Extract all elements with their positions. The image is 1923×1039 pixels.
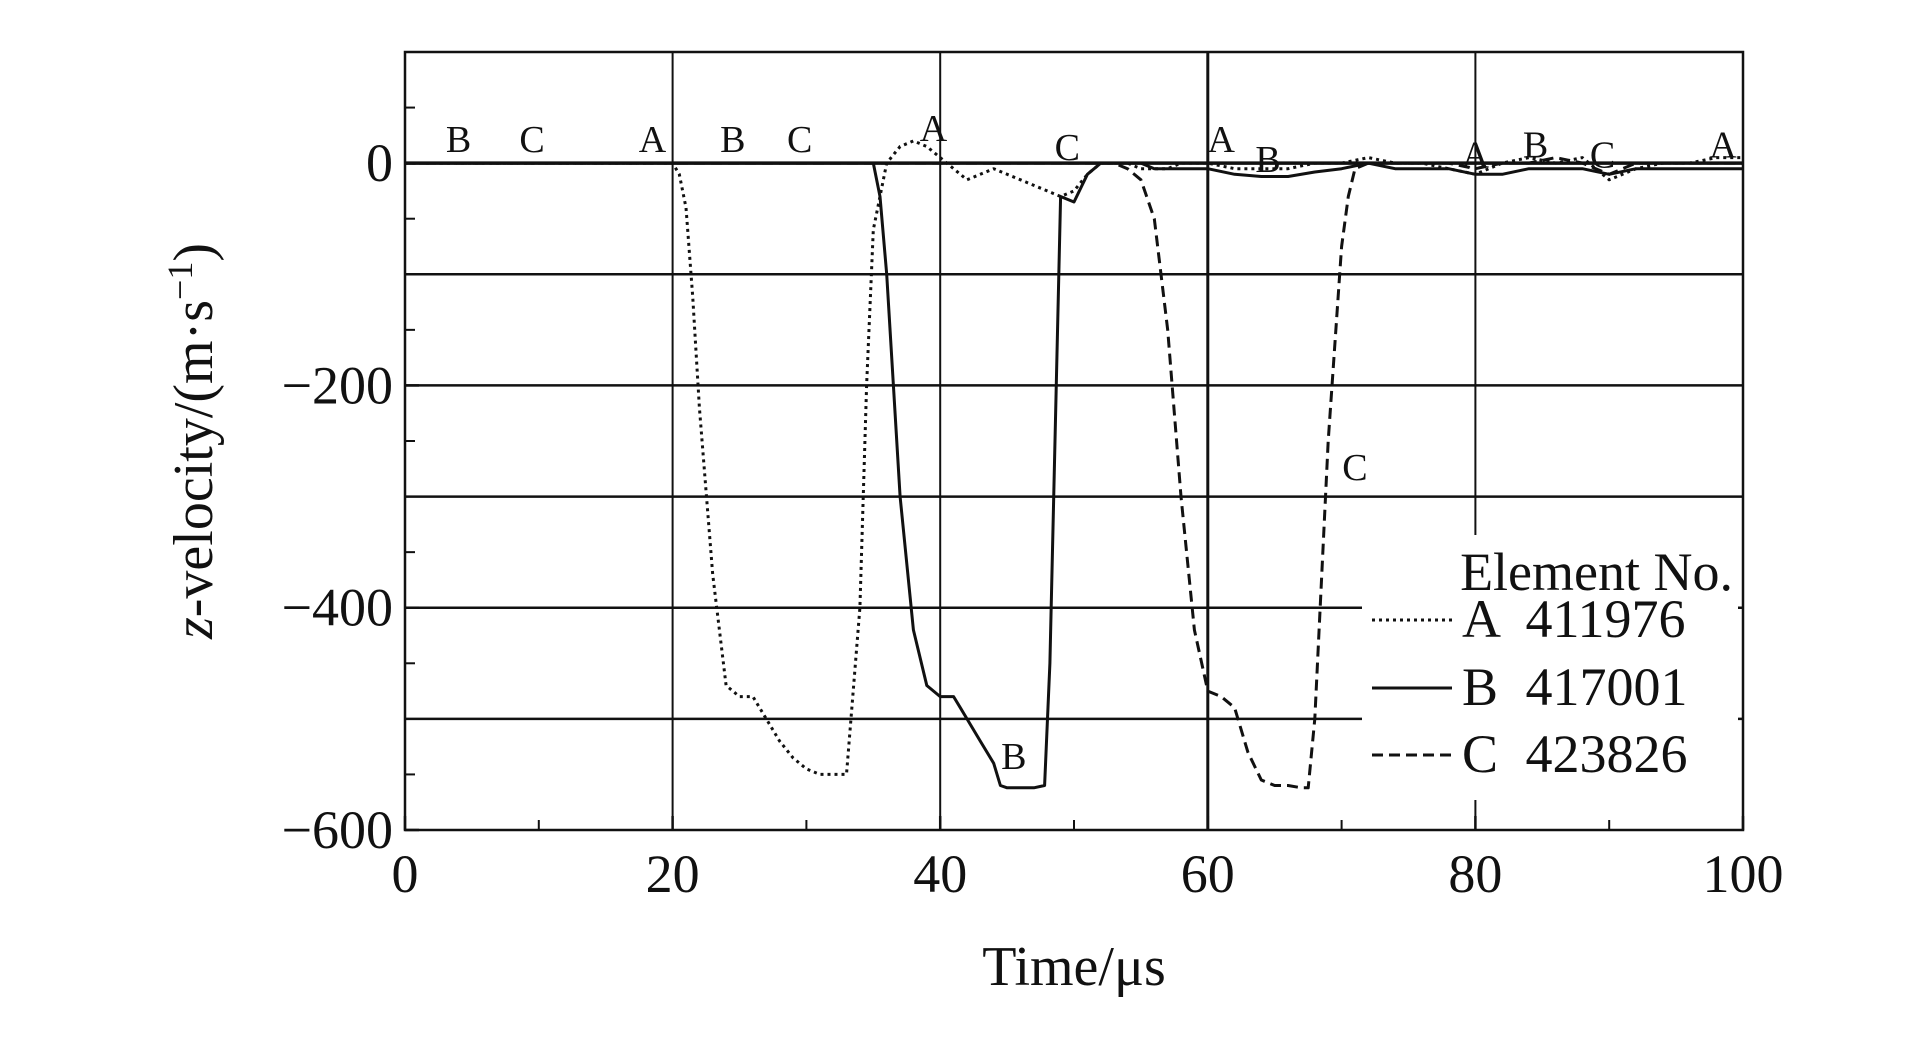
- legend-number-a: 411976: [1526, 589, 1686, 649]
- series-lines: [405, 139, 1743, 790]
- y-axis-close: ): [163, 243, 225, 262]
- curve-label-c: C: [519, 119, 544, 161]
- curve-label-b: B: [446, 119, 471, 161]
- axis-ticks: 0 20 40 60 80 100 0 −200 −400 −600: [282, 106, 1784, 904]
- series-line-b: [405, 161, 1743, 790]
- legend-title: Element No.: [1460, 542, 1733, 602]
- legend: Element No. A 411976 B 417001 C 423826: [1362, 535, 1738, 800]
- legend-entry-b: B 417001: [1372, 657, 1688, 717]
- series-line-c: [405, 156, 1743, 790]
- legend-letter-b: B: [1462, 657, 1498, 717]
- curve-label-c: C: [1342, 447, 1367, 489]
- curve-label-b: B: [1255, 139, 1280, 181]
- x-tick-label: 0: [392, 844, 419, 904]
- x-tick-label: 60: [1181, 844, 1235, 904]
- curve-label-a: A: [1462, 135, 1490, 177]
- y-axis-label: z-velocity/(m·s−1): [160, 243, 225, 640]
- legend-label-c: C 423826: [1462, 724, 1688, 784]
- curve-annotations: B C A B C ABC A BCA B C A: [446, 108, 1737, 778]
- curve-label-b: B: [720, 119, 745, 161]
- series-line-a: [405, 139, 1743, 776]
- curve-label-a: A: [920, 108, 948, 150]
- x-tick-label: 20: [646, 844, 700, 904]
- y-tick-label: 0: [366, 133, 393, 193]
- curve-label-a: A: [1709, 125, 1737, 167]
- x-tick-label: 40: [913, 844, 967, 904]
- x-tick-label: 100: [1703, 844, 1784, 904]
- y-axis-sup: −1: [160, 262, 200, 300]
- x-axis-label: Time/μs: [982, 936, 1166, 998]
- curve-label-c: C: [787, 119, 812, 161]
- curve-label-b: B: [1001, 736, 1026, 778]
- x-tick-label: 80: [1448, 844, 1502, 904]
- curve-label-a: A: [639, 119, 667, 161]
- legend-label-b: B 417001: [1462, 657, 1688, 717]
- y-axis-symbol: z: [163, 617, 225, 640]
- legend-entry-a: A 411976: [1372, 589, 1686, 649]
- y-tick-label: −400: [282, 578, 393, 638]
- curve-label-b: B: [1523, 125, 1548, 167]
- legend-label-a: A 411976: [1462, 589, 1686, 649]
- legend-number-c: 423826: [1526, 724, 1688, 784]
- curve-label-c: C: [1590, 135, 1615, 177]
- y-tick-label: −600: [282, 800, 393, 860]
- y-axis-text: -velocity/(m·s: [163, 300, 225, 617]
- grid-lines: [405, 52, 1743, 830]
- legend-letter-c: C: [1462, 724, 1498, 784]
- y-tick-label: −200: [282, 355, 393, 415]
- curve-label-c: C: [1055, 127, 1080, 169]
- curve-label-a: A: [1207, 119, 1235, 161]
- legend-letter-a: A: [1462, 589, 1501, 649]
- legend-number-b: 417001: [1526, 657, 1688, 717]
- legend-entry-c: C 423826: [1372, 724, 1688, 784]
